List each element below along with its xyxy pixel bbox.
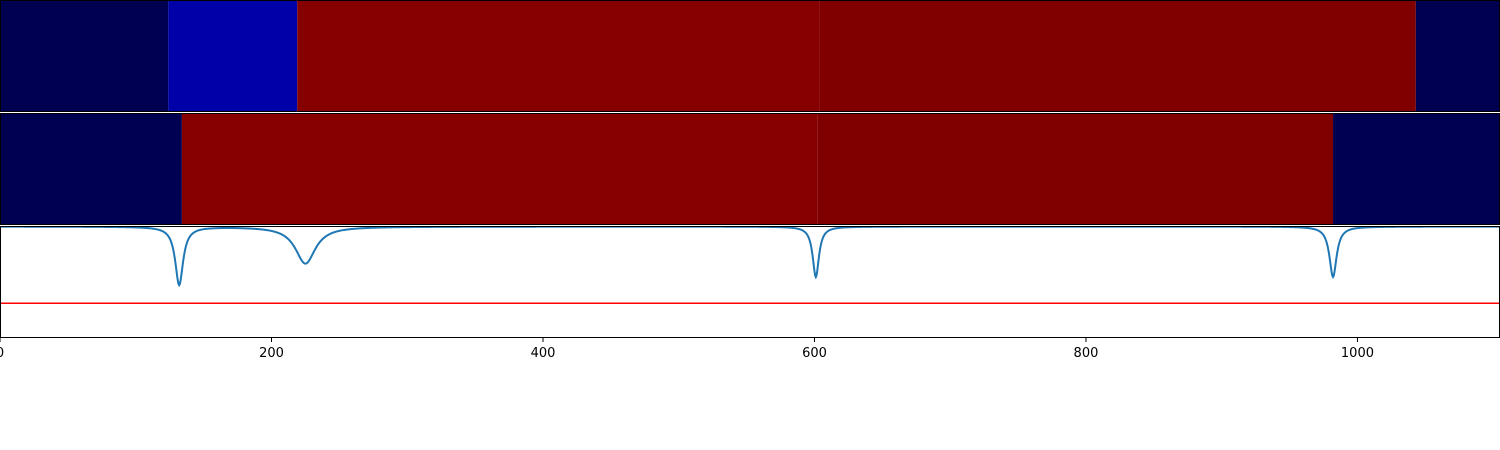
heat-segment-1 <box>0 113 182 225</box>
heat-segment-4 <box>1333 113 1500 225</box>
x-tick-label: 1000 <box>1341 346 1374 361</box>
heat-segment-5 <box>1415 0 1500 112</box>
heat-segment-2 <box>181 113 818 225</box>
heat-segment-3 <box>817 113 1334 225</box>
x-tick-label: 0 <box>0 346 4 361</box>
heat-segment-4 <box>819 0 1416 112</box>
heatmap-top <box>0 0 1500 112</box>
x-tick-label: 600 <box>802 346 827 361</box>
x-tick-label: 200 <box>259 346 284 361</box>
heat-segment-3 <box>297 0 820 112</box>
heatmap-middle <box>0 113 1500 225</box>
plot-background <box>0 226 1500 338</box>
heat-segment-1 <box>0 0 169 112</box>
x-axis: 0 200 400 600 800 1000 <box>0 338 1374 361</box>
heat-segment-2 <box>168 0 298 112</box>
x-tick-label: 400 <box>531 346 556 361</box>
x-tick-label: 800 <box>1074 346 1099 361</box>
line-panel <box>0 226 1500 338</box>
